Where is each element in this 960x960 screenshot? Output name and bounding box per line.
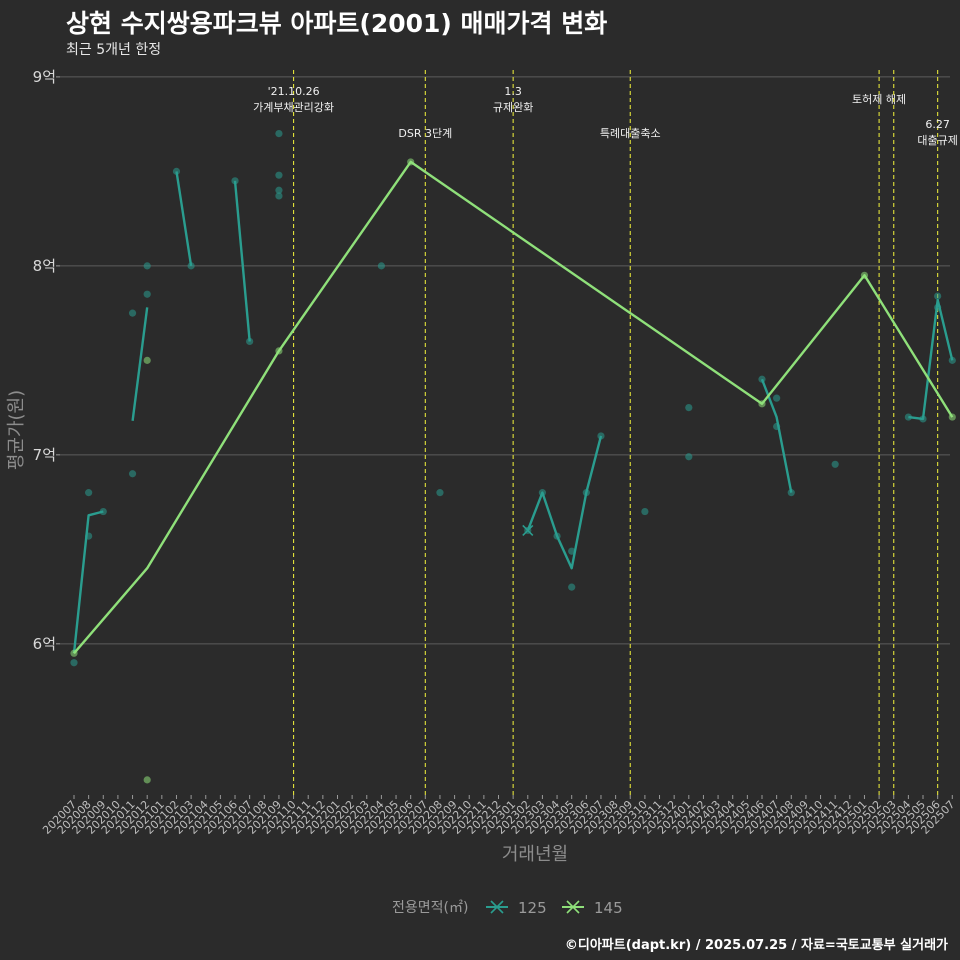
series-line-125 <box>131 307 149 421</box>
data-point-125 <box>275 192 283 200</box>
event-label: 가계부채관리강화 <box>253 101 334 114</box>
series-line-125 <box>72 510 104 654</box>
data-point-125 <box>246 337 254 346</box>
event-label: 특례대출축소 <box>600 127 661 140</box>
data-point-125 <box>787 489 795 497</box>
y-tick-label: 8억 <box>33 257 56 275</box>
data-point-125 <box>553 532 561 540</box>
data-point-145 <box>407 158 415 166</box>
data-point-145 <box>143 356 151 364</box>
chart-title: 상현 수지쌍용파크뷰 아파트(2001) 매매가격 변화 <box>66 9 608 38</box>
data-point-125 <box>919 415 927 423</box>
data-point-125 <box>685 453 693 461</box>
data-point-125 <box>377 262 386 270</box>
data-point-125 <box>128 309 137 317</box>
data-point-125 <box>538 489 547 497</box>
data-point-125 <box>568 547 576 555</box>
series-layer <box>70 129 956 784</box>
y-tick-label: 6억 <box>33 635 56 653</box>
data-point-145 <box>275 347 283 355</box>
data-point-125 <box>904 413 912 421</box>
series-line-125 <box>760 378 793 493</box>
legend-label-145: 145 <box>594 899 623 917</box>
data-point-125 <box>143 290 151 298</box>
legend-label-125: 125 <box>518 899 547 917</box>
event-label: 규제완화 <box>493 101 533 114</box>
event-label: DSR 3단계 <box>398 127 452 140</box>
event-label: 1.3 <box>504 85 522 98</box>
data-point-125 <box>685 404 693 412</box>
y-tick-label: 9억 <box>33 68 56 86</box>
cross-marker <box>522 524 534 537</box>
series-line-125 <box>908 298 954 421</box>
y-axis-title: 평균가(원) <box>6 390 27 470</box>
data-point-125 <box>641 507 649 516</box>
data-point-125 <box>172 167 181 175</box>
legend-title: 전용면적(㎡) <box>392 900 468 916</box>
data-point-125 <box>275 129 283 138</box>
legend-key-cross <box>490 900 504 914</box>
data-point-125 <box>85 489 93 497</box>
data-point-145 <box>143 776 151 784</box>
data-point-145 <box>860 271 869 279</box>
axis-layer: 6억7억8억9억20200720200820200920201020201120… <box>6 68 957 865</box>
chart-subtitle: 최근 5개년 한정 <box>66 42 162 58</box>
event-label: 6.27 <box>925 118 950 131</box>
data-point-125 <box>568 583 576 591</box>
data-point-125 <box>773 422 781 431</box>
event-label: 토허제 해제 <box>852 92 906 106</box>
data-point-125 <box>275 186 283 194</box>
data-point-125 <box>231 177 239 185</box>
data-point-125 <box>85 532 93 540</box>
data-point-125 <box>128 470 137 478</box>
series-line-125 <box>175 171 193 267</box>
event-label: 대출규제 <box>917 134 957 147</box>
data-point-145 <box>948 413 956 421</box>
data-point-125 <box>948 356 956 364</box>
legend: 전용면적(㎡) 125 145 <box>392 899 623 917</box>
data-point-125 <box>143 262 151 270</box>
data-point-125 <box>773 394 781 402</box>
data-point-125 <box>582 489 590 497</box>
data-point-125 <box>934 303 942 312</box>
series-line-125 <box>526 435 603 570</box>
data-point-125 <box>934 292 942 300</box>
source-caption: ©디아파트(dapt.kr) / 2025.07.25 / 자료=국토교통부 실… <box>564 938 948 953</box>
data-point-125 <box>70 659 78 667</box>
data-point-125 <box>187 262 195 270</box>
legend-key-cross <box>566 900 580 914</box>
data-point-125 <box>99 507 107 516</box>
event-label: '21.10.26 <box>268 85 320 98</box>
x-axis-title: 거래년월 <box>502 844 568 865</box>
grid-layer <box>60 76 950 645</box>
data-point-125 <box>275 171 283 179</box>
y-tick-label: 7억 <box>33 446 56 464</box>
data-point-145 <box>758 400 766 408</box>
data-point-125 <box>436 489 444 497</box>
series-line-125 <box>233 180 251 342</box>
data-point-125 <box>597 432 605 440</box>
data-point-145 <box>70 649 78 657</box>
data-point-125 <box>758 375 766 383</box>
data-point-125 <box>831 460 839 468</box>
